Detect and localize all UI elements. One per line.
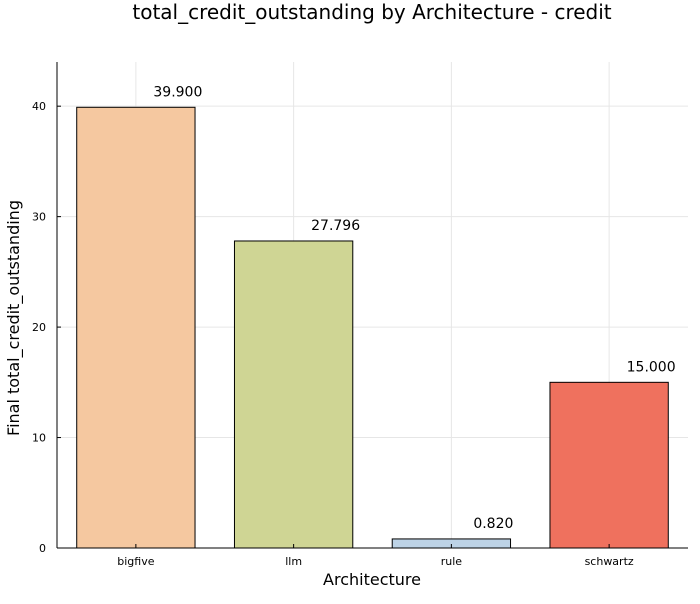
bar-schwartz: [549, 381, 669, 549]
tick-labels: 0 10 20 30 40 bigfive llm rule schwartz: [32, 100, 634, 568]
y-tick-label: 0: [39, 542, 46, 555]
data-label: 39.900: [153, 84, 202, 100]
y-tick-label: 20: [32, 321, 46, 334]
y-axis-label: Final total_credit_outstanding: [4, 200, 24, 436]
x-axis-label: Architecture: [323, 570, 421, 589]
data-label: 27.796: [311, 218, 360, 234]
y-tick-label: 10: [32, 432, 46, 445]
x-tick-label: bigfive: [117, 555, 154, 568]
bar-bigfive: [76, 106, 196, 549]
y-tick-label: 30: [32, 211, 46, 224]
data-labels: 39.900 27.796 0.820 15.000: [153, 84, 675, 532]
bars: [76, 106, 669, 549]
axes: [56, 62, 688, 549]
data-label: 15.000: [627, 359, 676, 375]
x-tick-label: rule: [441, 555, 463, 568]
bar-llm: [233, 240, 354, 549]
x-tick-label: schwartz: [585, 555, 634, 568]
chart-title: total_credit_outstanding by Architecture…: [132, 0, 611, 24]
x-tick-label: llm: [285, 555, 302, 568]
y-tick-label: 40: [32, 100, 46, 113]
data-label: 0.820: [473, 516, 513, 532]
